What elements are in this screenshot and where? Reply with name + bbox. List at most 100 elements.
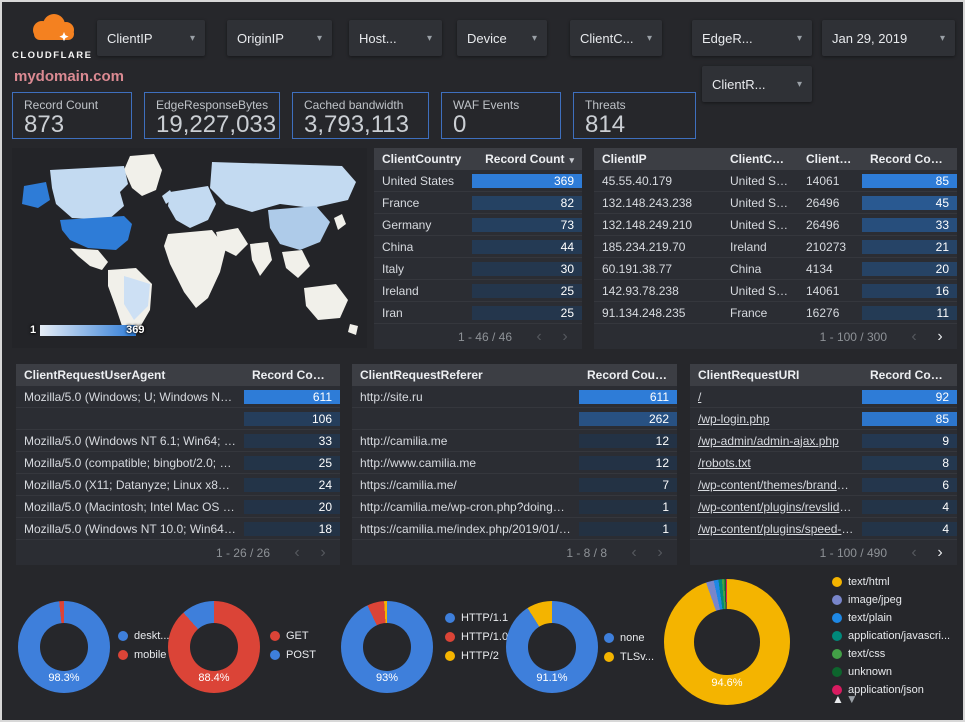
tls-version-donut[interactable]: 91.1%: [506, 601, 598, 693]
column-header[interactable]: Record Count▾: [244, 368, 340, 382]
prev-page-icon[interactable]: ‹: [536, 328, 542, 345]
table-row[interactable]: Iran 25: [374, 302, 582, 324]
date-range-filter[interactable]: Jan 29, 2019 ▾: [822, 20, 955, 56]
legend-item[interactable]: application/json: [832, 684, 950, 696]
next-page-icon[interactable]: ›: [320, 544, 326, 561]
table-row[interactable]: https://camilia.me/7: [352, 474, 677, 496]
column-header[interactable]: Record Count▾: [587, 368, 676, 382]
legend-item[interactable]: application/javascri...: [832, 630, 950, 642]
column-header[interactable]: ClientRequestURI: [698, 368, 800, 382]
table-row[interactable]: http://camilia.me/wp-cron.php?doing_wp_c…: [352, 496, 677, 518]
table-row[interactable]: https://camilia.me/index.php/2019/01/26/…: [352, 518, 677, 540]
uri-link[interactable]: /wp-content/themes/brandon/plu...: [698, 477, 862, 492]
next-page-icon[interactable]: ›: [937, 544, 943, 561]
referer-table: ClientRequestReferer Record Count ▾ http:/…: [352, 364, 677, 565]
legend-item[interactable]: HTTP/2: [445, 650, 511, 662]
legend-item[interactable]: mobile: [118, 649, 169, 661]
table-row[interactable]: Mozilla/5.0 (Windows NT 6.1; Win64; x64;…: [16, 430, 340, 452]
table-row[interactable]: /wp-login.php 85: [690, 408, 957, 430]
table-row[interactable]: Mozilla/5.0 (Windows; U; Windows NT 5.1;…: [16, 386, 340, 408]
legend-label: HTTP/2: [461, 650, 499, 662]
prev-page-icon[interactable]: ‹: [631, 544, 637, 561]
uri-link[interactable]: /wp-content/plugins/revslider/rs-p...: [698, 499, 862, 514]
legend-item[interactable]: none: [604, 632, 654, 644]
filter-clientrequest[interactable]: ClientR... ▾: [702, 66, 812, 102]
table-row[interactable]: Germany 73: [374, 214, 582, 236]
filter-edgeresponse[interactable]: EdgeR... ▾: [692, 20, 812, 56]
prev-page-icon[interactable]: ‹: [911, 328, 917, 345]
legend-item[interactable]: unknown: [832, 666, 950, 678]
prev-page-icon[interactable]: ‹: [911, 544, 917, 561]
table-row[interactable]: http://www.camilia.me 12: [352, 452, 677, 474]
http-version-donut[interactable]: 93%: [341, 601, 433, 693]
legend-item[interactable]: GET: [270, 630, 316, 642]
legend-item[interactable]: text/html: [832, 576, 950, 588]
legend-item[interactable]: text/css: [832, 648, 950, 660]
device-type-donut[interactable]: 98.3%: [18, 601, 110, 693]
column-header[interactable]: Record Count▾: [862, 368, 957, 382]
uri-link[interactable]: /wp-login.php: [698, 411, 770, 426]
table-row[interactable]: http://camilia.me 12: [352, 430, 677, 452]
table-row[interactable]: China 44: [374, 236, 582, 258]
legend-item[interactable]: HTTP/1.1: [445, 612, 511, 624]
table-row[interactable]: 106: [16, 408, 340, 430]
filter-clientip[interactable]: ClientIP ▾: [97, 20, 205, 56]
legend-scroll-arrows[interactable]: ▲▼: [832, 692, 860, 706]
table-row[interactable]: /wp-content/plugins/speed-booste...4: [690, 518, 957, 540]
filter-device[interactable]: Device ▾: [457, 20, 547, 56]
scroll-up-icon[interactable]: ▲: [832, 692, 846, 706]
next-page-icon[interactable]: ›: [657, 544, 663, 561]
legend-item[interactable]: TLSv...: [604, 651, 654, 663]
table-row[interactable]: 185.234.219.70 Ireland 210273 21: [594, 236, 957, 258]
uri-link[interactable]: /robots.txt: [698, 455, 751, 470]
next-page-icon[interactable]: ›: [562, 328, 568, 345]
table-row[interactable]: Italy 30: [374, 258, 582, 280]
uri-link[interactable]: /wp-content/plugins/speed-booste...: [698, 521, 862, 536]
legend-item[interactable]: POST: [270, 649, 316, 661]
table-row[interactable]: United States 369: [374, 170, 582, 192]
legend-item[interactable]: deskt...: [118, 630, 169, 642]
table-row[interactable]: 91.134.248.235 France 16276 11: [594, 302, 957, 324]
column-header[interactable]: Record Count▾: [862, 152, 957, 166]
content-type-donut[interactable]: 94.6%: [664, 579, 790, 705]
column-header[interactable]: ClientRequestReferer: [360, 368, 483, 382]
table-row[interactable]: 132.148.243.238 United States 26496 45: [594, 192, 957, 214]
column-header[interactable]: Record Count▾: [485, 152, 574, 166]
table-row[interactable]: / 92: [690, 386, 957, 408]
table-row[interactable]: /wp-content/plugins/revslider/rs-p...4: [690, 496, 957, 518]
world-map[interactable]: 1 369: [12, 148, 367, 348]
scroll-down-icon[interactable]: ▼: [845, 692, 860, 706]
table-row[interactable]: /wp-content/themes/brandon/plu... 6: [690, 474, 957, 496]
table-row[interactable]: Mozilla/5.0 (Windows NT 10.0; Win64; x64…: [16, 518, 340, 540]
table-row[interactable]: http://site.ru 611: [352, 386, 677, 408]
next-page-icon[interactable]: ›: [937, 328, 943, 345]
uri-link[interactable]: /: [698, 389, 702, 404]
table-row[interactable]: 262: [352, 408, 677, 430]
prev-page-icon[interactable]: ‹: [294, 544, 300, 561]
table-cell: 611: [579, 389, 677, 404]
table-row[interactable]: 45.55.40.179 United States 14061 85: [594, 170, 957, 192]
column-header[interactable]: ClientCountry: [382, 152, 462, 166]
filter-originip[interactable]: OriginIP ▾: [227, 20, 332, 56]
legend-item[interactable]: image/jpeg: [832, 594, 950, 606]
uri-link[interactable]: /wp-admin/admin-ajax.php: [698, 433, 839, 448]
table-row[interactable]: /wp-admin/admin-ajax.php 9: [690, 430, 957, 452]
legend-item[interactable]: HTTP/1.0: [445, 631, 511, 643]
table-row[interactable]: Ireland 25: [374, 280, 582, 302]
legend-item[interactable]: text/plain: [832, 612, 950, 624]
filter-clientcountry[interactable]: ClientC... ▾: [570, 20, 662, 56]
table-row[interactable]: 60.191.38.77 China 4134 20: [594, 258, 957, 280]
http-method-donut[interactable]: 88.4%: [168, 601, 260, 693]
table-row[interactable]: 132.148.249.210 United States 26496 33: [594, 214, 957, 236]
column-header[interactable]: ClientCountry: [730, 152, 798, 166]
table-row[interactable]: Mozilla/5.0 (X11; Datanyze; Linux x86_64…: [16, 474, 340, 496]
table-row[interactable]: Mozilla/5.0 (compatible; bingbot/2.0; +h…: [16, 452, 340, 474]
column-header[interactable]: ClientIP: [602, 152, 647, 166]
filter-host[interactable]: Host... ▾: [349, 20, 442, 56]
table-row[interactable]: Mozilla/5.0 (Macintosh; Intel Mac OS X 1…: [16, 496, 340, 518]
column-header[interactable]: ClientRequestUserAgent: [24, 368, 166, 382]
table-row[interactable]: France 82: [374, 192, 582, 214]
table-row[interactable]: 142.93.78.238 United States 14061 16: [594, 280, 957, 302]
table-row[interactable]: /robots.txt 8: [690, 452, 957, 474]
column-header[interactable]: ClientASN: [806, 152, 862, 166]
